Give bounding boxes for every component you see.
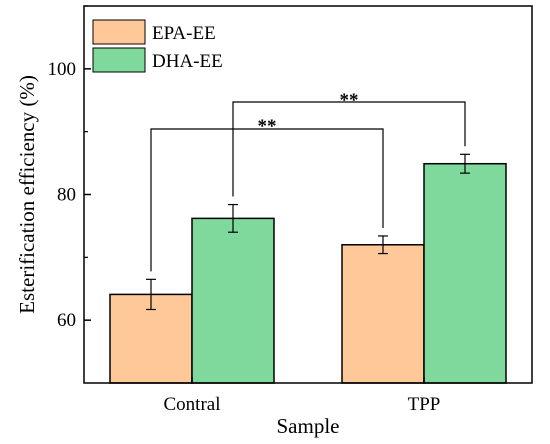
significance-bracket-dha-ee <box>232 101 466 197</box>
y-tick-label-80: 80 <box>57 185 76 206</box>
legend: EPA-EE DHA-EE <box>92 19 223 73</box>
y-ticks-group: 60 80 100 <box>48 5 91 331</box>
x-tick-label-contral: Contral <box>164 394 221 415</box>
bar-dha-ee-contral <box>191 217 275 384</box>
legend-label-epa-ee: EPA-EE <box>152 23 216 44</box>
y-axis-title: Esterification efficiency (%) <box>15 75 39 314</box>
bars-group <box>109 162 507 384</box>
legend-swatch-epa-ee <box>92 19 146 45</box>
significance-bracket-epa-ee <box>150 128 384 272</box>
x-tick-label-tpp: TPP <box>408 394 441 415</box>
legend-label-dha-ee: DHA-EE <box>152 51 223 72</box>
significance-label-epa-ee: ** <box>258 116 277 137</box>
bar-dha-ee-tpp <box>423 162 507 384</box>
bar-epa-ee-tpp <box>341 244 425 384</box>
error-bars-group <box>146 153 470 311</box>
y-tick-label-100: 100 <box>48 59 77 80</box>
significance-brackets-group: ** ** <box>150 90 466 272</box>
y-tick-label-60: 60 <box>57 310 76 331</box>
x-axis-title: Sample <box>277 414 340 438</box>
significance-label-dha-ee: ** <box>340 90 359 111</box>
legend-swatch-dha-ee <box>92 47 146 73</box>
x-ticks-group: Contral TPP <box>164 377 441 415</box>
